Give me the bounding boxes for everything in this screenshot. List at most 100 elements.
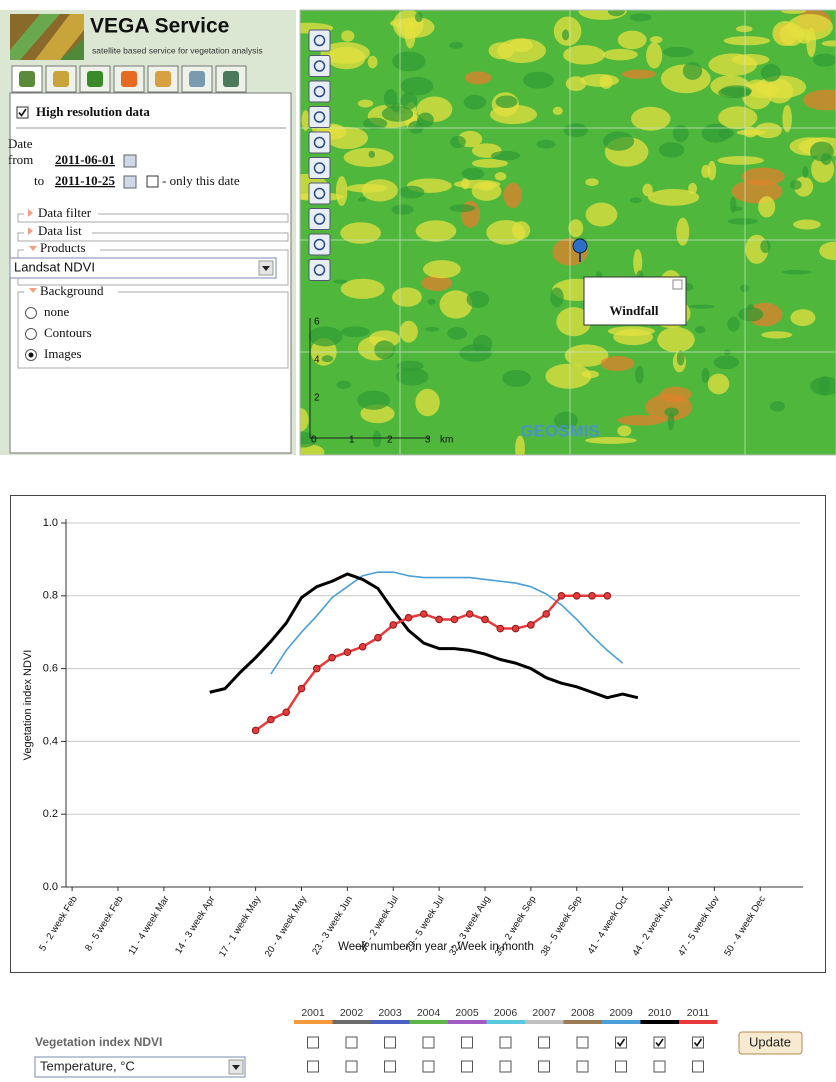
map-texture bbox=[322, 355, 334, 362]
calendar-icon[interactable] bbox=[124, 155, 136, 167]
map-texture bbox=[782, 270, 813, 274]
map-texture bbox=[462, 168, 484, 180]
checkbox[interactable] bbox=[654, 1037, 665, 1048]
map-texture bbox=[650, 36, 662, 43]
map-texture bbox=[660, 387, 692, 403]
to-label: to bbox=[34, 173, 44, 188]
checkbox[interactable] bbox=[423, 1037, 434, 1048]
map-tool[interactable] bbox=[309, 183, 330, 204]
map-texture bbox=[368, 151, 374, 158]
map-texture bbox=[770, 401, 785, 412]
point bbox=[252, 727, 259, 734]
map-texture bbox=[358, 197, 366, 201]
tab-icon bbox=[121, 71, 137, 87]
map-texture bbox=[509, 39, 533, 53]
checkbox[interactable] bbox=[462, 1061, 473, 1072]
point bbox=[313, 665, 320, 672]
tab-bar bbox=[12, 66, 246, 92]
point bbox=[390, 622, 397, 629]
map-texture bbox=[491, 151, 520, 161]
checkbox[interactable] bbox=[308, 1037, 319, 1048]
checkbox[interactable] bbox=[693, 1061, 704, 1072]
radio[interactable] bbox=[26, 329, 37, 340]
map-texture bbox=[810, 142, 834, 162]
map-texture bbox=[392, 287, 422, 306]
map-texture bbox=[536, 140, 555, 149]
checkbox[interactable] bbox=[577, 1037, 588, 1048]
checkbox[interactable] bbox=[147, 176, 158, 187]
map-texture bbox=[793, 220, 821, 230]
page: { "header": {"title": "VEGA Service", "s… bbox=[0, 0, 836, 1082]
checkbox[interactable] bbox=[462, 1037, 473, 1048]
tab-icon bbox=[189, 71, 205, 87]
checkbox[interactable] bbox=[385, 1037, 396, 1048]
map-tool[interactable] bbox=[309, 132, 330, 153]
radio-label: none bbox=[44, 304, 70, 319]
checkbox[interactable] bbox=[500, 1037, 511, 1048]
map-texture bbox=[676, 218, 689, 246]
map-tool[interactable] bbox=[309, 81, 330, 102]
map-texture bbox=[382, 106, 413, 122]
checkbox[interactable] bbox=[616, 1061, 627, 1072]
map-texture bbox=[427, 299, 436, 305]
map-texture bbox=[568, 219, 583, 237]
to-date[interactable]: 2011-10-25 bbox=[55, 173, 115, 188]
map-texture bbox=[702, 124, 730, 143]
products-label[interactable]: Products bbox=[40, 240, 86, 255]
map-texture bbox=[523, 72, 554, 89]
checkbox[interactable] bbox=[500, 1061, 511, 1072]
popup-text: Windfall bbox=[610, 303, 659, 318]
map-texture bbox=[563, 45, 605, 64]
map-texture bbox=[582, 371, 599, 379]
checkbox[interactable] bbox=[308, 1061, 319, 1072]
map[interactable] bbox=[282, 3, 836, 461]
map-texture bbox=[374, 340, 395, 359]
checkbox[interactable] bbox=[616, 1037, 627, 1048]
map-tool[interactable] bbox=[309, 158, 330, 179]
calendar-icon[interactable] bbox=[124, 176, 136, 188]
map-texture bbox=[760, 240, 770, 254]
year-color bbox=[294, 1020, 333, 1024]
radio[interactable] bbox=[26, 308, 37, 319]
point bbox=[512, 625, 519, 632]
map-texture bbox=[724, 36, 770, 45]
map-tool[interactable] bbox=[309, 209, 330, 230]
map-texture bbox=[341, 30, 354, 41]
from-date[interactable]: 2011-06-01 bbox=[55, 152, 115, 167]
point bbox=[421, 611, 428, 618]
map-tool[interactable] bbox=[309, 30, 330, 51]
map-tool[interactable] bbox=[309, 260, 330, 281]
data-list[interactable]: Data list bbox=[38, 223, 82, 238]
y-tick-label: 0.6 bbox=[43, 663, 58, 675]
map-texture bbox=[790, 180, 802, 190]
checkbox[interactable] bbox=[346, 1061, 357, 1072]
checkbox[interactable] bbox=[693, 1037, 704, 1048]
checkbox[interactable] bbox=[539, 1061, 550, 1072]
checkbox[interactable] bbox=[346, 1037, 357, 1048]
year-color bbox=[371, 1020, 410, 1024]
map-texture bbox=[585, 178, 598, 186]
date-label: Date bbox=[8, 136, 33, 151]
point bbox=[543, 611, 550, 618]
checkbox[interactable] bbox=[577, 1061, 588, 1072]
background-label[interactable]: Background bbox=[40, 283, 104, 298]
checkbox[interactable] bbox=[17, 107, 28, 118]
map-texture bbox=[450, 204, 476, 212]
popup-close[interactable] bbox=[673, 280, 682, 289]
map-texture bbox=[728, 218, 758, 224]
map-texture bbox=[399, 186, 425, 199]
map-texture bbox=[495, 95, 517, 108]
checkbox[interactable] bbox=[385, 1061, 396, 1072]
map-tool[interactable] bbox=[309, 56, 330, 77]
scale-label: 6 bbox=[314, 317, 320, 328]
tab-icon bbox=[155, 71, 171, 87]
map-tool[interactable] bbox=[309, 107, 330, 128]
radio-label: Images bbox=[44, 346, 82, 361]
scale-label: 4 bbox=[314, 355, 320, 366]
data-filter[interactable]: Data filter bbox=[38, 205, 92, 220]
checkbox[interactable] bbox=[539, 1037, 550, 1048]
map-tool[interactable] bbox=[309, 234, 330, 255]
checkbox[interactable] bbox=[423, 1061, 434, 1072]
checkbox[interactable] bbox=[654, 1061, 665, 1072]
point bbox=[573, 593, 580, 600]
